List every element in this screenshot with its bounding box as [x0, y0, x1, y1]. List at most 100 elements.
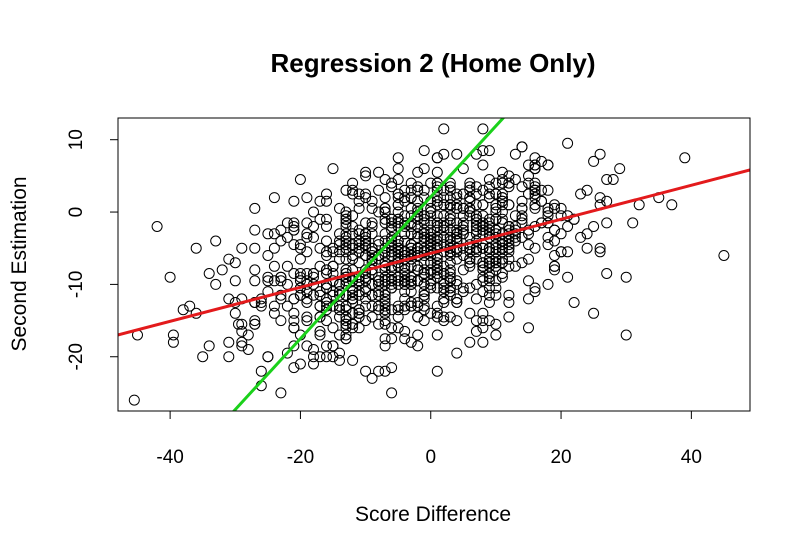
data-point	[666, 199, 678, 211]
data-point	[399, 271, 411, 283]
data-point	[366, 278, 378, 290]
data-point	[347, 297, 359, 308]
data-point	[340, 246, 352, 258]
data-point	[288, 224, 300, 236]
data-point	[405, 260, 417, 272]
data-point	[340, 231, 352, 243]
data-point	[451, 192, 463, 204]
data-point	[334, 239, 345, 251]
data-point	[412, 221, 424, 232]
x-tick-label: 40	[681, 447, 702, 468]
data-point	[405, 336, 417, 348]
data-point	[360, 250, 372, 261]
data-point	[496, 257, 508, 269]
data-point	[523, 159, 534, 171]
data-point	[418, 228, 430, 240]
data-point	[210, 235, 222, 247]
data-point	[438, 268, 450, 279]
data-point	[321, 195, 332, 207]
x-tick-label: -20	[287, 447, 314, 468]
data-point	[405, 275, 417, 287]
data-point	[431, 235, 443, 247]
data-point	[386, 304, 398, 316]
data-point	[392, 278, 404, 290]
data-point	[457, 286, 469, 298]
data-point	[431, 239, 443, 251]
data-point	[301, 293, 313, 305]
data-point	[418, 257, 430, 269]
data-point	[353, 242, 365, 254]
data-point	[431, 260, 443, 272]
data-point	[438, 224, 450, 236]
data-point	[496, 192, 508, 204]
data-point	[360, 242, 372, 254]
data-point	[308, 268, 319, 279]
data-point	[464, 282, 476, 294]
data-point	[353, 289, 365, 301]
data-point	[431, 184, 443, 196]
data-point	[327, 340, 339, 352]
data-point	[412, 231, 424, 243]
data-point	[223, 253, 235, 265]
data-point	[457, 210, 469, 222]
data-point	[431, 242, 443, 254]
data-point	[353, 202, 365, 214]
data-point	[490, 199, 502, 211]
data-point	[594, 246, 606, 258]
data-point	[379, 340, 391, 352]
data-point	[347, 293, 359, 305]
data-point	[451, 275, 463, 287]
data-point	[451, 231, 463, 243]
data-point	[431, 192, 443, 204]
data-point	[483, 145, 495, 157]
data-point	[229, 257, 241, 269]
data-point	[496, 166, 508, 178]
data-point	[477, 271, 489, 283]
data-point	[308, 271, 319, 283]
data-point	[477, 286, 489, 298]
data-point	[249, 264, 261, 276]
data-point	[334, 347, 345, 359]
data-point	[405, 192, 417, 204]
data-point	[334, 228, 345, 240]
data-point	[386, 271, 398, 283]
data-point	[438, 311, 450, 323]
data-point	[412, 340, 424, 352]
data-point	[223, 336, 235, 348]
data-point	[308, 221, 319, 232]
data-point	[516, 213, 528, 225]
data-point	[418, 210, 430, 222]
data-point	[614, 163, 626, 175]
data-point	[399, 246, 411, 258]
data-point	[353, 286, 365, 298]
data-point	[490, 282, 502, 294]
data-point	[373, 300, 385, 312]
data-point	[405, 184, 417, 196]
data-point	[620, 329, 632, 341]
data-point	[399, 304, 411, 316]
data-point	[588, 221, 600, 232]
data-point	[314, 300, 326, 312]
data-point	[379, 297, 391, 308]
y-tick-label: 0	[66, 207, 87, 218]
data-point	[379, 217, 391, 229]
data-point	[379, 202, 391, 214]
data-point	[236, 242, 248, 254]
data-point	[477, 159, 489, 171]
data-point	[373, 250, 385, 261]
data-point	[464, 192, 476, 204]
data-point	[379, 250, 391, 261]
data-point	[425, 235, 437, 247]
data-point	[418, 293, 430, 305]
data-point	[288, 268, 300, 279]
data-point	[399, 278, 411, 290]
data-point	[294, 268, 306, 279]
data-point	[334, 246, 345, 258]
data-point	[347, 228, 359, 240]
data-point	[483, 174, 495, 185]
data-point	[496, 199, 508, 211]
data-point	[392, 199, 404, 211]
data-point	[529, 286, 541, 298]
data-point	[405, 228, 417, 240]
data-point	[418, 213, 430, 225]
